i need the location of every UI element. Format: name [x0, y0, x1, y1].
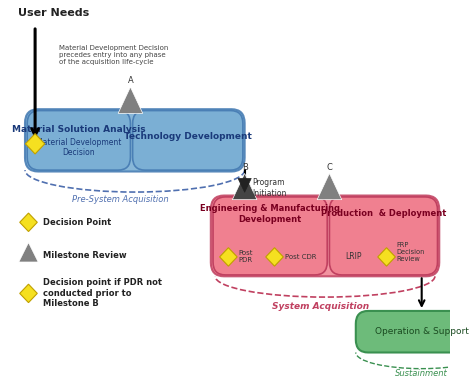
Text: Technology Development: Technology Development	[124, 132, 252, 141]
FancyBboxPatch shape	[356, 311, 474, 352]
Text: Material Solution Analysis: Material Solution Analysis	[12, 125, 146, 133]
Text: C: C	[327, 163, 332, 172]
Polygon shape	[118, 87, 143, 113]
Text: Pre-System Acquisition: Pre-System Acquisition	[73, 194, 169, 204]
FancyBboxPatch shape	[329, 197, 438, 275]
Polygon shape	[219, 248, 237, 266]
Text: Operation & Support: Operation & Support	[375, 327, 469, 336]
FancyBboxPatch shape	[133, 111, 243, 170]
Polygon shape	[238, 179, 251, 192]
Text: Post
PDR: Post PDR	[238, 251, 253, 263]
Polygon shape	[317, 173, 342, 200]
Polygon shape	[232, 173, 257, 200]
Polygon shape	[378, 248, 395, 266]
Text: Decision Point: Decision Point	[43, 218, 111, 227]
FancyBboxPatch shape	[27, 111, 130, 170]
Text: Milestone Review: Milestone Review	[43, 251, 127, 260]
FancyBboxPatch shape	[25, 109, 245, 172]
Text: Decision point if PDR not
conducted prior to
Milestone B: Decision point if PDR not conducted prio…	[43, 279, 162, 308]
Text: FRP
Decision
Review: FRP Decision Review	[396, 242, 425, 262]
Text: System Acquisition: System Acquisition	[272, 302, 369, 311]
Polygon shape	[19, 243, 38, 262]
Text: A: A	[128, 76, 133, 85]
Text: Program
Initiation: Program Initiation	[253, 179, 287, 198]
Text: Post CDR: Post CDR	[284, 254, 316, 260]
Polygon shape	[26, 134, 45, 154]
Polygon shape	[20, 284, 37, 302]
Polygon shape	[266, 248, 283, 266]
Text: User Needs: User Needs	[18, 8, 89, 17]
Polygon shape	[20, 213, 37, 232]
Text: Material Development
Decision: Material Development Decision	[36, 138, 121, 157]
FancyBboxPatch shape	[211, 196, 439, 276]
Text: LRIP: LRIP	[346, 252, 362, 262]
Text: Sustainment: Sustainment	[395, 369, 448, 378]
Text: Material Development Decision
precedes entry into any phase
of the acquisition l: Material Development Decision precedes e…	[59, 45, 169, 64]
Text: Production  & Deployment: Production & Deployment	[321, 210, 446, 218]
Text: B: B	[242, 163, 247, 172]
Text: Engineering & Manufacturing
Development: Engineering & Manufacturing Development	[200, 204, 340, 224]
FancyBboxPatch shape	[213, 197, 327, 275]
